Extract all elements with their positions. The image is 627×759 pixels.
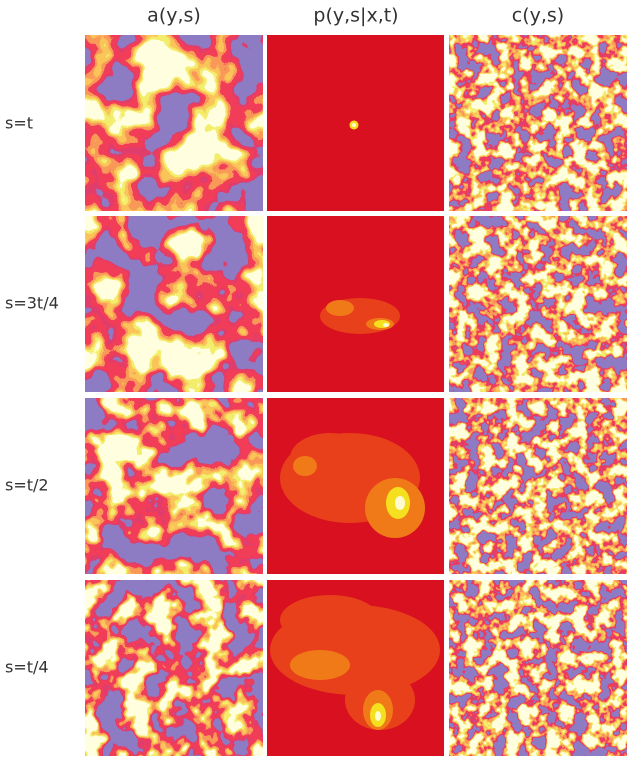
- row-label: s=3t/4: [5, 294, 59, 313]
- density-blob: [293, 456, 317, 476]
- density-blob: [395, 496, 405, 510]
- panels: [85, 35, 627, 756]
- panel-p: [267, 398, 444, 574]
- panel-p: [267, 216, 444, 392]
- row-label: s=t/2: [5, 476, 49, 495]
- panel-c: [449, 216, 627, 392]
- panel-p: [267, 35, 444, 211]
- density-blob: [383, 323, 389, 327]
- density-blob: [290, 650, 350, 680]
- panel-a: [85, 35, 263, 211]
- panel-a: [85, 580, 263, 756]
- panel-a: [85, 398, 263, 574]
- column-header: a(y,s): [147, 5, 201, 27]
- row-label: s=t/4: [5, 658, 49, 677]
- column-header: p(y,s|x,t): [313, 5, 398, 27]
- density-blob: [352, 123, 356, 127]
- panel-p: [267, 580, 444, 756]
- row-label: s=t: [5, 114, 33, 133]
- column-header: c(y,s): [512, 5, 564, 27]
- density-blob: [375, 711, 381, 721]
- panel-c: [449, 580, 627, 756]
- panel-c: [449, 398, 627, 574]
- panel-c: [449, 35, 627, 211]
- density-blob: [280, 595, 380, 645]
- density-blob: [326, 300, 354, 316]
- panel-a: [85, 216, 263, 392]
